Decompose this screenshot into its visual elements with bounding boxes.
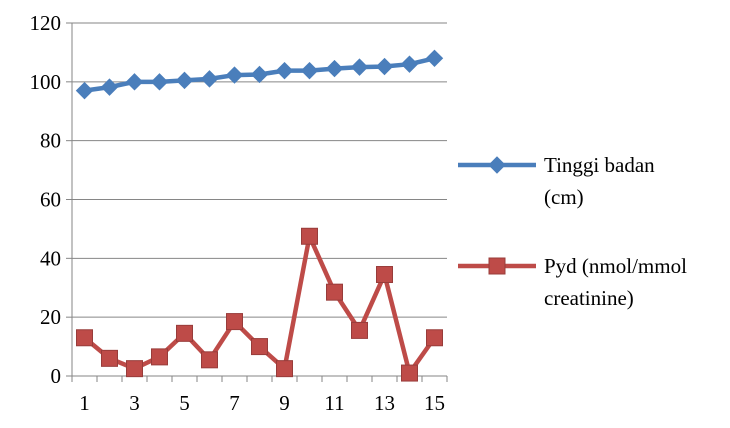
- data-point: [326, 283, 343, 301]
- x-tick-label: 9: [279, 391, 290, 415]
- x-tick-label: 5: [179, 391, 190, 415]
- series-2: [76, 227, 443, 382]
- data-point: [101, 349, 118, 367]
- legend: Tinggi badan (cm) Pyd (nmol/mmol creatinine…: [458, 153, 687, 310]
- data-point: [375, 57, 394, 76]
- y-tick-label: 80: [40, 129, 61, 153]
- data-point: [275, 61, 294, 80]
- data-point: [226, 313, 243, 331]
- data-point: [376, 266, 393, 284]
- data-point: [351, 321, 368, 339]
- data-point: [225, 66, 244, 84]
- data-point: [125, 73, 144, 91]
- data-point: [175, 71, 194, 90]
- data-point: [151, 348, 168, 366]
- data-point: [350, 58, 369, 76]
- legend-entry-2: Pyd (nmol/mmol creatinine): [458, 254, 687, 310]
- data-point: [126, 360, 143, 378]
- legend-entry-1: Tinggi badan (cm): [458, 153, 655, 209]
- y-tick-label: 20: [40, 305, 61, 329]
- data-point: [251, 338, 268, 356]
- y-tick-label: 100: [30, 70, 62, 94]
- data-point: [325, 59, 344, 78]
- x-tick-label: 13: [374, 391, 395, 415]
- y-tick-label: 120: [30, 11, 62, 35]
- legend-marker: [488, 156, 506, 174]
- data-point: [200, 70, 219, 88]
- x-tick-label: 1: [79, 391, 90, 415]
- data-point: [150, 73, 169, 91]
- data-point: [426, 329, 443, 347]
- data-point: [76, 329, 93, 347]
- legend-label: (cm): [544, 185, 584, 209]
- y-tick-label: 0: [51, 364, 62, 388]
- x-tick-label: 3: [129, 391, 140, 415]
- x-tick-label: 11: [324, 391, 344, 415]
- legend-label: creatinine): [544, 286, 634, 310]
- data-point: [201, 351, 218, 369]
- series-layer: [75, 49, 444, 382]
- legend-label: Tinggi badan: [544, 153, 655, 177]
- series-1: [75, 49, 444, 100]
- data-point: [276, 360, 293, 378]
- data-point: [300, 61, 319, 80]
- legend-label: Pyd (nmol/mmol: [544, 254, 687, 278]
- x-tick-label: 15: [424, 391, 445, 415]
- legend-marker: [488, 257, 506, 275]
- data-point: [75, 81, 94, 100]
- data-point: [100, 78, 119, 96]
- data-point: [401, 364, 418, 382]
- data-point: [425, 49, 444, 68]
- data-point: [250, 65, 269, 84]
- y-tick-label: 40: [40, 246, 61, 270]
- data-point: [301, 227, 318, 245]
- x-tick-label: 7: [229, 391, 240, 415]
- data-point: [176, 324, 193, 342]
- data-point: [400, 55, 419, 73]
- y-tick-label: 60: [40, 188, 61, 212]
